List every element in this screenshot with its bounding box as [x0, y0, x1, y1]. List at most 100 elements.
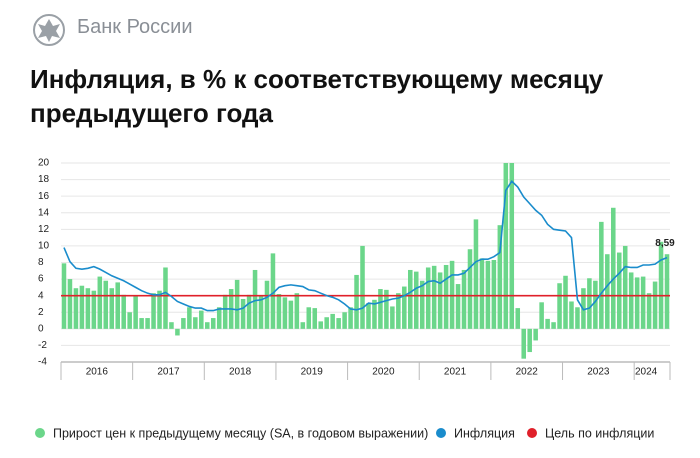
y-tick-label: -2: [38, 340, 47, 351]
bar: [378, 289, 383, 329]
bar: [611, 207, 616, 329]
brand: Банк России: [77, 16, 193, 38]
bar: [210, 318, 216, 329]
bar: [270, 253, 276, 329]
bar: [318, 321, 323, 329]
bar: [491, 260, 497, 329]
x-tick-label: 2019: [301, 367, 324, 378]
legend: Прирост цен к предыдущему месяцу (SA, в …: [53, 426, 428, 440]
bar: [509, 163, 515, 329]
y-tick-label: 12: [38, 224, 50, 235]
bar: [199, 310, 204, 329]
bar: [557, 283, 562, 329]
bar: [425, 267, 431, 329]
y-tick-label: 10: [38, 241, 50, 252]
x-tick-label: 2017: [157, 367, 180, 378]
y-tick-label: 14: [38, 207, 50, 218]
bar: [437, 272, 443, 329]
bar: [587, 278, 592, 329]
bar: [264, 280, 270, 329]
bar: [258, 295, 264, 329]
bar: [181, 318, 186, 329]
bar: [73, 288, 79, 329]
x-tick-label: 2023: [587, 367, 610, 378]
y-tick-label: 20: [38, 158, 50, 169]
data-label: 8,59: [655, 238, 675, 249]
bar: [240, 298, 246, 329]
bar: [396, 293, 401, 329]
bar: [545, 318, 550, 329]
bar: [336, 318, 341, 329]
bar: [408, 269, 413, 329]
bar: [503, 163, 509, 329]
bar: [354, 274, 359, 329]
bar: [616, 252, 622, 329]
bar: [485, 260, 491, 329]
bar: [515, 308, 521, 329]
bar: [306, 307, 312, 329]
bar: [169, 322, 174, 329]
x-tick-label: 2018: [229, 367, 252, 378]
bar: [569, 301, 574, 329]
bar: [163, 267, 168, 329]
bar: [234, 279, 240, 329]
bar: [91, 290, 97, 329]
bar: [533, 328, 538, 341]
chart-title: Инфляция, в % к соответствующему месяцу …: [30, 64, 604, 128]
bar: [449, 260, 455, 329]
bar: [563, 275, 568, 329]
x-tick-label: 2024: [635, 367, 658, 378]
bar: [527, 328, 532, 353]
legend-marker: [35, 428, 45, 438]
bar: [103, 280, 109, 329]
bar: [282, 297, 288, 329]
bar: [276, 294, 282, 329]
bar: [324, 317, 329, 329]
bar: [455, 284, 461, 329]
bar: [127, 312, 132, 329]
bar: [497, 225, 503, 329]
bar: [384, 289, 389, 329]
legend: Инфляция: [454, 426, 515, 440]
legend-marker: [527, 428, 537, 438]
bar: [109, 288, 115, 329]
bar: [605, 254, 610, 329]
bar: [372, 299, 377, 329]
line: [63, 179, 668, 312]
bar: [402, 286, 407, 329]
bar: [151, 293, 156, 329]
y-tick-label: 8: [38, 257, 44, 268]
bar: [664, 254, 670, 329]
y-tick-label: 16: [38, 191, 50, 202]
bar: [419, 280, 425, 329]
bar: [593, 280, 598, 329]
x-tick-label: 2020: [372, 367, 395, 378]
bar: [175, 328, 180, 336]
bar: [216, 307, 222, 329]
bar: [139, 318, 144, 329]
bar: [652, 281, 658, 329]
bar: [634, 277, 640, 329]
y-tick-label: 0: [38, 323, 44, 334]
bar: [288, 300, 294, 329]
bar: [479, 258, 485, 329]
bar: [461, 269, 467, 329]
bar: [133, 295, 138, 329]
bar: [366, 303, 371, 329]
bar: [473, 219, 479, 329]
bar: [521, 328, 526, 359]
bar: [222, 294, 228, 329]
bar: [622, 245, 628, 329]
bar: [551, 322, 556, 329]
bar: [599, 221, 604, 329]
bar: [145, 318, 150, 329]
bar: [431, 265, 437, 329]
y-tick-label: 6: [38, 274, 44, 285]
bar: [443, 264, 449, 329]
bar: [97, 276, 103, 329]
bar: [342, 312, 347, 329]
bar: [640, 276, 646, 329]
y-tick-label: 18: [38, 174, 50, 185]
